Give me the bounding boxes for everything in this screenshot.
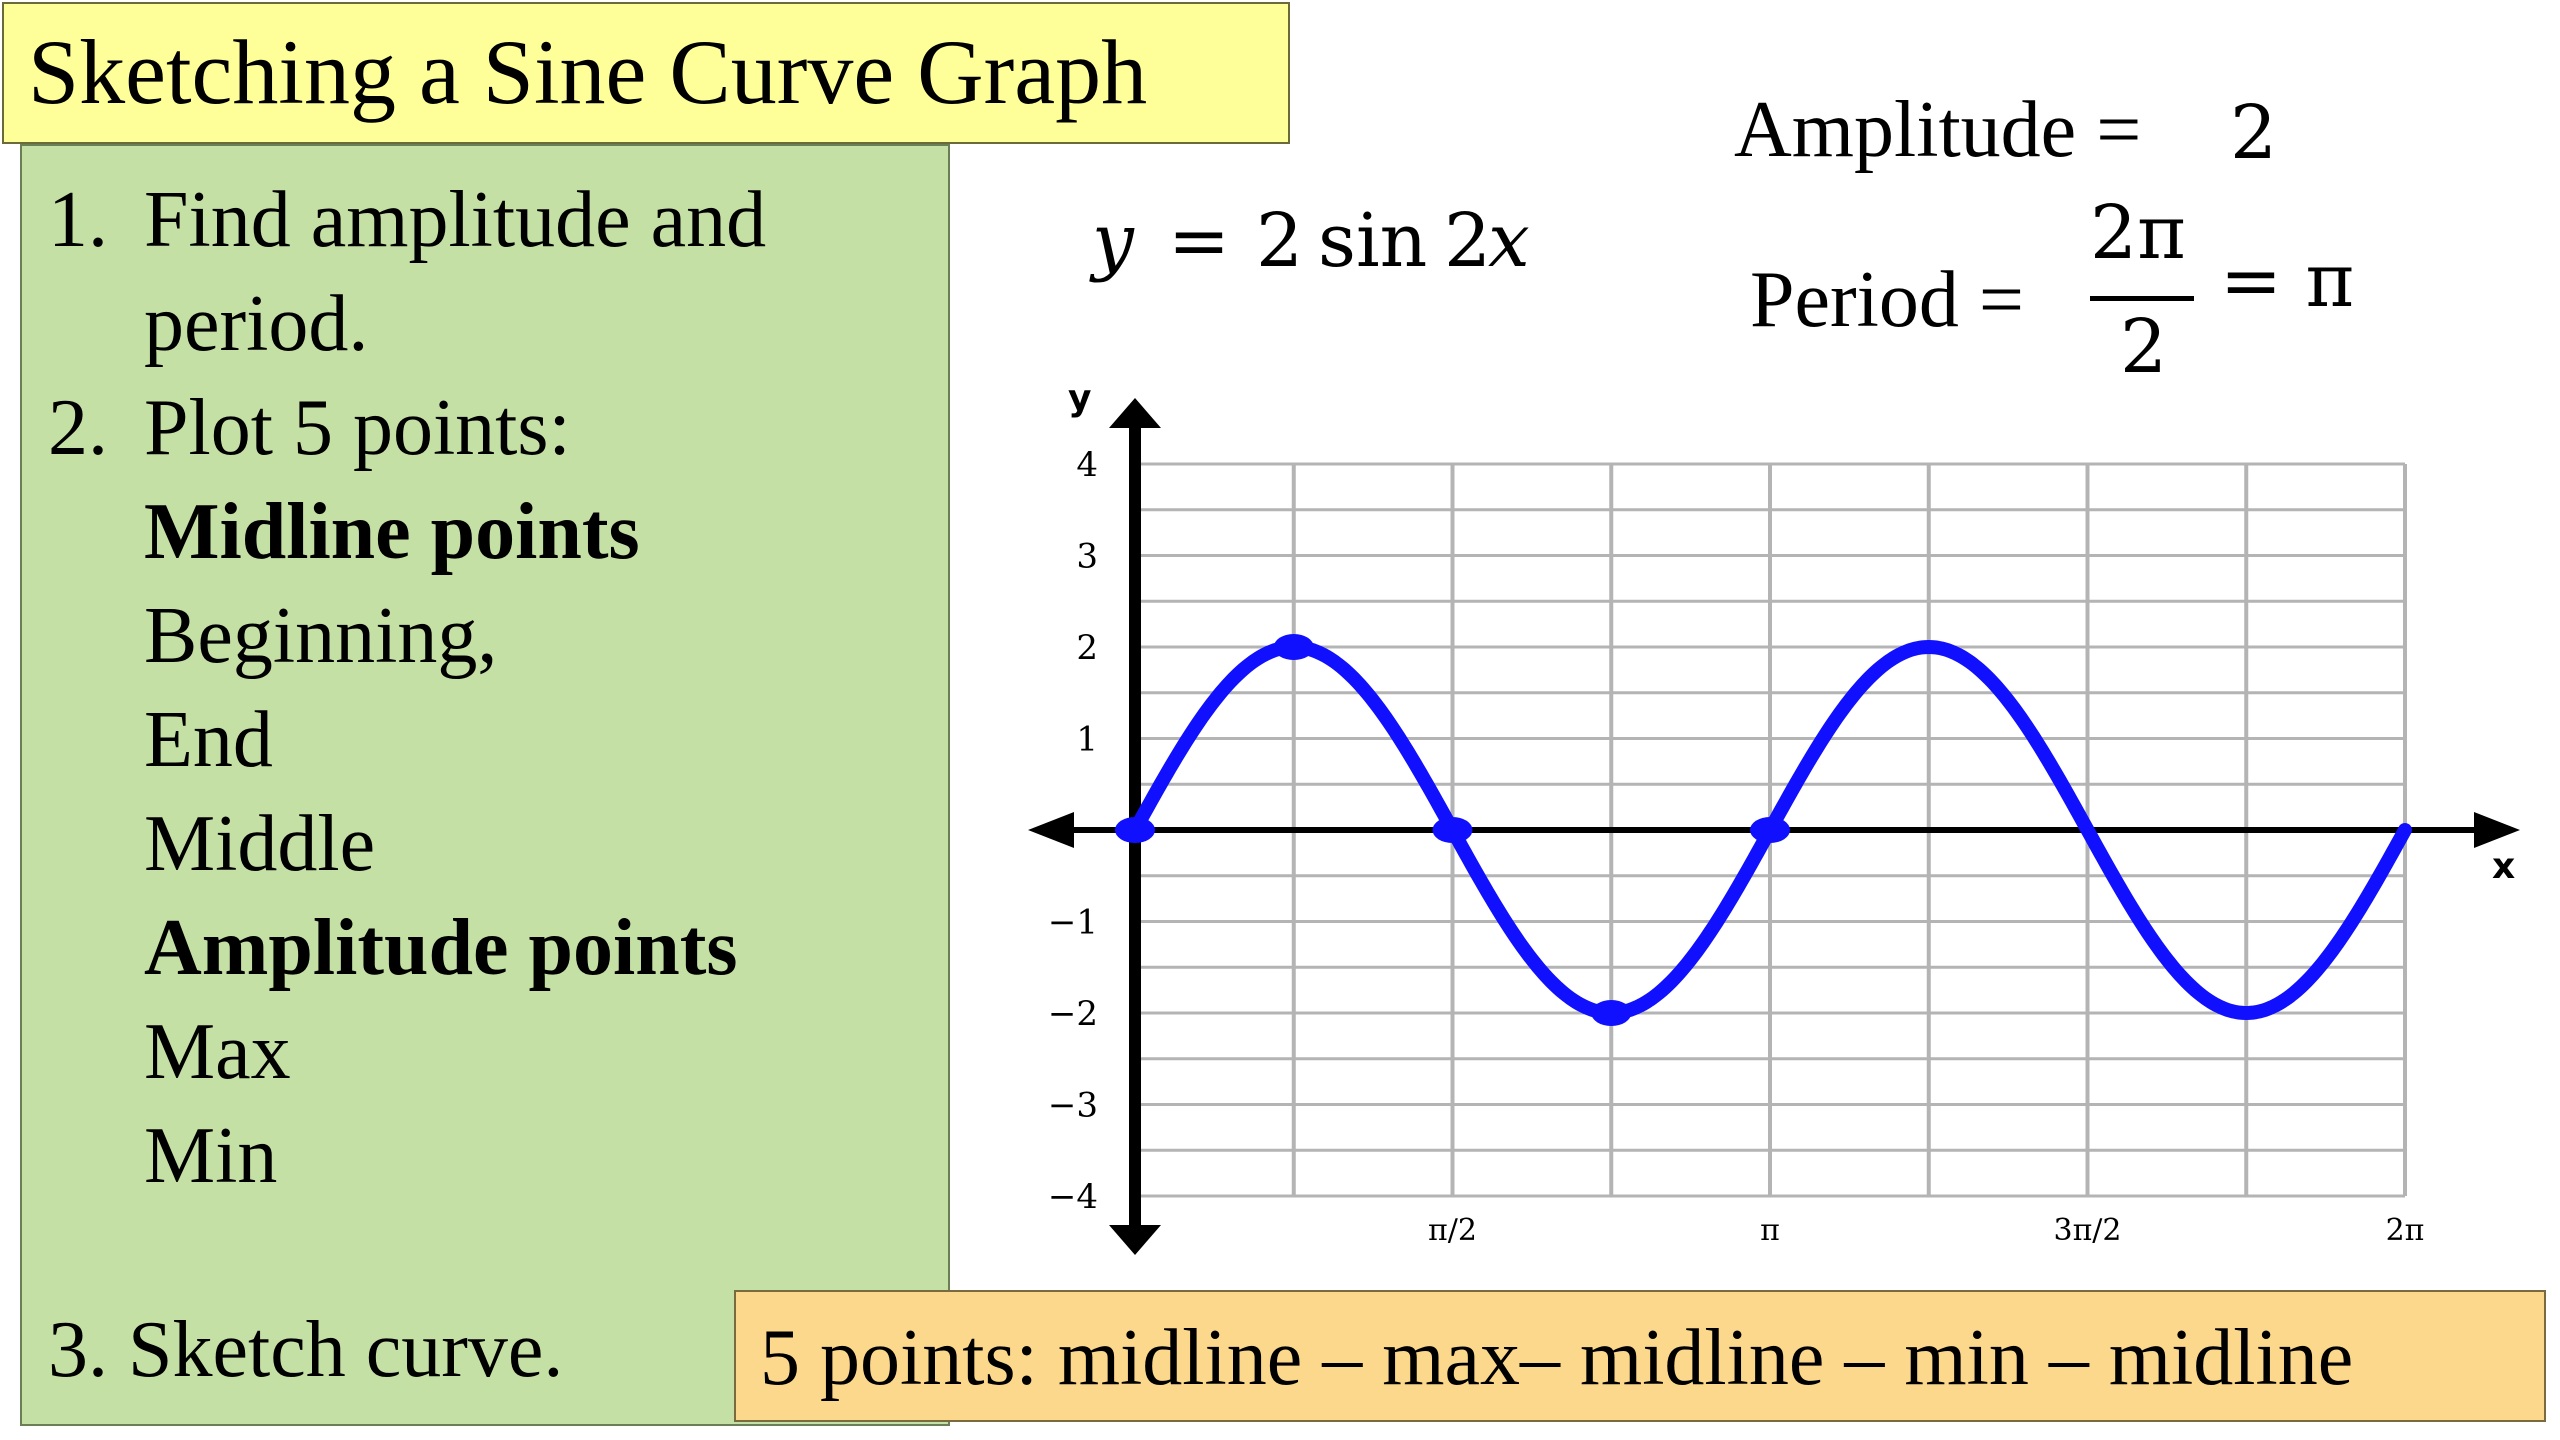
x-tick-label: 3π/2 [2054, 1213, 2122, 1248]
equation-y: y [1092, 198, 1134, 284]
midline-item-beginning: Beginning, [144, 592, 498, 680]
equation-amplitude: 2 [1256, 198, 1304, 284]
step-3-text: 3. Sketch curve. [48, 1306, 564, 1394]
period-denominator: 2 [2120, 304, 2168, 390]
amplitude-value: 2 [2230, 90, 2278, 176]
y-axis-arrow-bottom [1109, 1225, 1161, 1255]
steps-panel: 1. Find amplitude and period. 2. Plot 5 … [20, 144, 950, 1426]
y-tick-label: −2 [1048, 994, 1098, 1034]
title-box: Sketching a Sine Curve Graph [2, 2, 1290, 144]
y-axis-label: y [1068, 378, 1091, 419]
period-label: Period = [1750, 256, 2024, 344]
y-tick-label: 1 [1076, 720, 1098, 760]
x-axis-label: x [2492, 846, 2515, 887]
period-fraction-bar [2090, 296, 2194, 301]
x-tick-label: π [1760, 1213, 1780, 1248]
x-tick-label: 2π [2386, 1213, 2425, 1248]
x-tick-label: π/2 [1428, 1213, 1477, 1248]
key-point [1273, 634, 1314, 660]
slide-title: Sketching a Sine Curve Graph [28, 21, 1148, 123]
key-points [1115, 634, 1790, 1026]
amplitude-points-heading: Amplitude points [144, 904, 738, 992]
x-axis-arrow-left [1028, 812, 1074, 848]
summary-text: 5 points: midline – max– midline – min –… [760, 1314, 2354, 1402]
midline-points-heading: Midline points [144, 488, 640, 576]
equation-sin: sin [1318, 198, 1428, 284]
key-point [1432, 817, 1473, 843]
amplitude-item-min: Min [144, 1112, 278, 1200]
y-tick-label: 4 [1076, 445, 1098, 485]
key-point [1591, 1000, 1632, 1026]
step-1-number: 1. [48, 176, 108, 264]
amplitude-label: Amplitude = [1734, 86, 2142, 174]
x-axis-arrow-right [2474, 812, 2520, 848]
equation-coefficient: 2 [1444, 198, 1492, 284]
step-1-text-line2: period. [144, 280, 369, 368]
summary-box: 5 points: midline – max– midline – min –… [734, 1290, 2546, 1422]
midline-item-middle: Middle [144, 800, 376, 888]
equation-variable: x [1488, 198, 1530, 284]
step-2-text: Plot 5 points: [144, 384, 571, 472]
equation-equals: = [1168, 198, 1231, 284]
period-numerator: 2π [2090, 190, 2186, 276]
y-tick-label: −4 [1048, 1177, 1098, 1217]
y-tick-label: 2 [1076, 628, 1098, 668]
amplitude-item-max: Max [144, 1008, 291, 1096]
y-axis-arrow-top [1109, 398, 1161, 428]
step-1-text-line1: Find amplitude and [144, 176, 767, 264]
y-tick-label: −3 [1048, 1086, 1098, 1126]
midline-item-end: End [144, 696, 273, 784]
y-tick-label: −1 [1048, 903, 1098, 943]
step-2-number: 2. [48, 384, 108, 472]
tick-labels: 4 3 2 1 −1 −2 −3 −4 π/2 π 3π/2 2π [1048, 445, 2425, 1248]
period-result: = π [2220, 238, 2355, 324]
key-point [1115, 817, 1155, 843]
key-point [1750, 817, 1790, 843]
y-tick-label: 3 [1076, 537, 1098, 577]
